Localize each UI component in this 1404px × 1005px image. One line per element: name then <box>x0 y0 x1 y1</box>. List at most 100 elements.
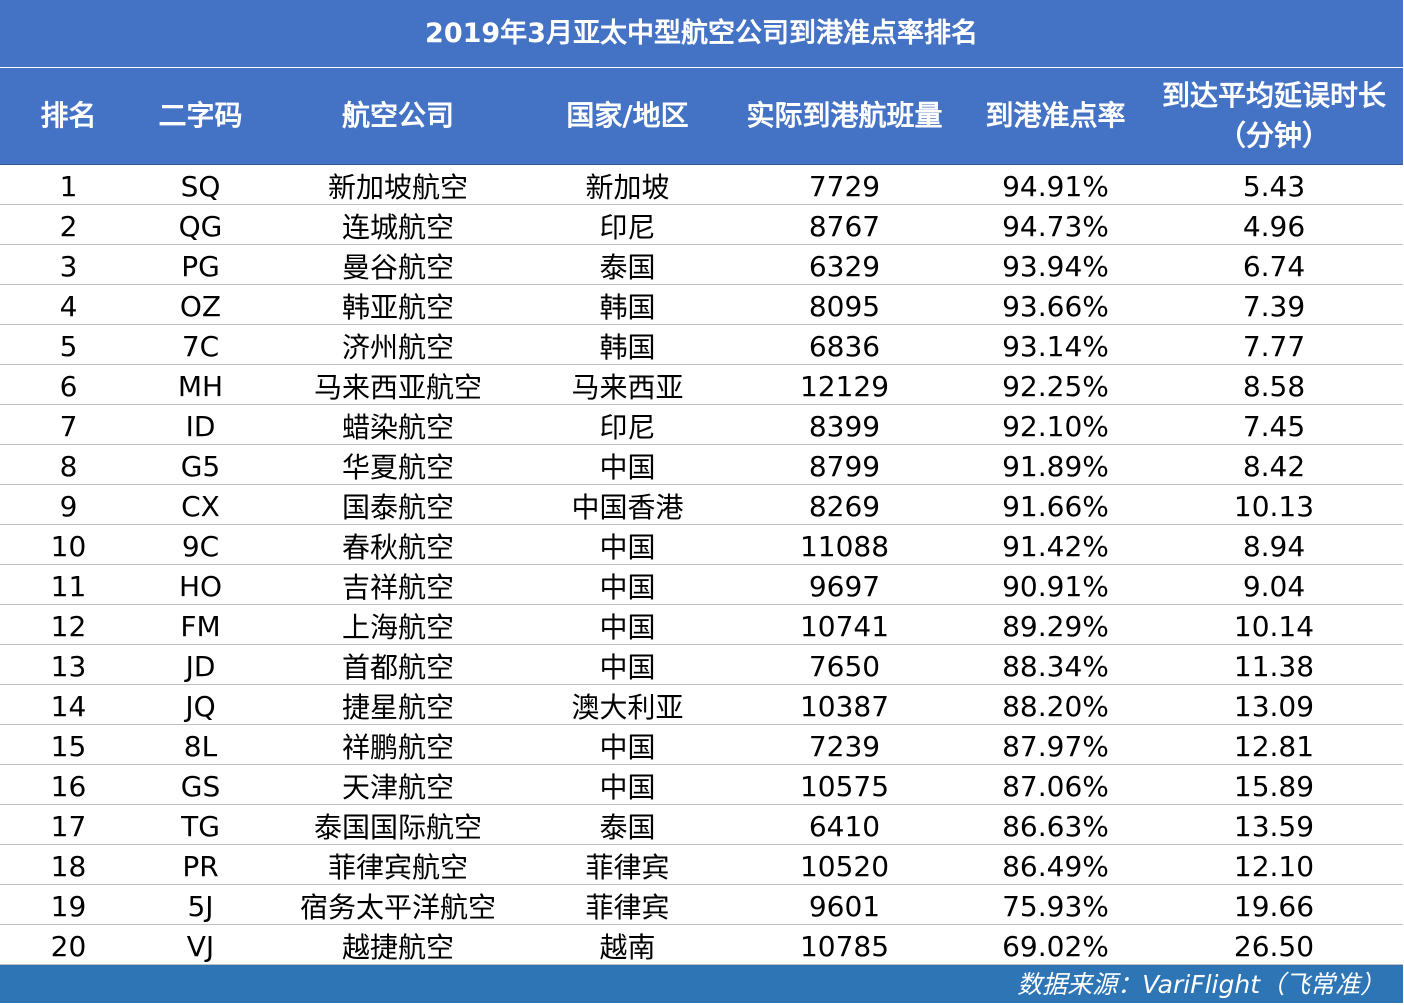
cell-airline: 吉祥航空 <box>341 571 454 604</box>
cell-flights: 6836 <box>808 329 881 363</box>
header-otp: 到港准点率 <box>985 99 1126 132</box>
cell-flights: 8095 <box>808 289 881 323</box>
cell-airline: 连城航空 <box>341 211 454 244</box>
cell-rank: 2 <box>59 209 78 243</box>
cell-flights: 8767 <box>808 209 881 243</box>
cell-airline: 春秋航空 <box>341 531 454 564</box>
cell-country: 韩国 <box>599 291 656 324</box>
cell-delay: 6.74 <box>1242 249 1306 283</box>
cell-airline: 蜡染航空 <box>341 411 454 444</box>
cell-code: 8L <box>183 729 218 763</box>
cell-airline: 曼谷航空 <box>341 251 454 284</box>
cell-airline: 济州航空 <box>341 331 454 364</box>
cell-country: 泰国 <box>599 811 656 844</box>
cell-delay: 12.81 <box>1233 729 1315 763</box>
cell-otp: 91.89% <box>1002 449 1109 483</box>
cell-rank: 18 <box>50 849 87 883</box>
cell-delay: 13.59 <box>1233 809 1315 843</box>
cell-flights: 6329 <box>808 249 881 283</box>
cell-delay: 8.94 <box>1242 529 1306 563</box>
cell-airline: 华夏航空 <box>341 451 454 484</box>
cell-delay: 10.13 <box>1233 489 1315 523</box>
header-country: 国家/地区 <box>566 99 689 132</box>
cell-flights: 9601 <box>808 889 881 923</box>
cell-flights: 10520 <box>799 849 890 883</box>
cell-flights: 10741 <box>799 609 890 643</box>
cell-code: GS <box>180 769 221 803</box>
cell-delay: 5.43 <box>1242 169 1306 203</box>
cell-rank: 6 <box>59 369 78 403</box>
cell-rank: 14 <box>50 689 87 723</box>
cell-code: SQ <box>180 169 221 203</box>
cell-otp: 93.66% <box>1002 289 1109 323</box>
cell-delay: 10.14 <box>1233 609 1315 643</box>
cell-flights: 11088 <box>799 529 890 563</box>
cell-airline: 新加坡航空 <box>327 171 468 204</box>
cell-country: 中国 <box>599 611 656 644</box>
cell-airline: 韩亚航空 <box>341 291 454 324</box>
cell-flights: 7729 <box>808 169 881 203</box>
cell-flights: 7650 <box>808 649 881 683</box>
cell-code: ID <box>185 409 216 443</box>
cell-country: 马来西亚 <box>571 371 684 404</box>
header-delay-line1: 到达平均延误时长 <box>1161 79 1386 112</box>
header-code: 二字码 <box>158 99 243 132</box>
cell-airline: 菲律宾航空 <box>327 851 468 884</box>
table-row: 8 G5 华夏航空 中国 8799 91.89% 8.42 <box>0 445 1403 485</box>
cell-rank: 12 <box>50 609 87 643</box>
cell-otp: 93.14% <box>1002 329 1109 363</box>
cell-code: CX <box>181 489 220 523</box>
cell-rank: 19 <box>50 889 87 923</box>
cell-country: 新加坡 <box>585 171 670 204</box>
table-row: 15 8L 祥鹏航空 中国 7239 87.97% 12.81 <box>0 725 1403 765</box>
table-title: 2019年3月亚太中型航空公司到港准点率排名 <box>0 0 1403 68</box>
cell-airline: 捷星航空 <box>341 691 454 724</box>
cell-country: 中国 <box>599 651 656 684</box>
cell-otp: 88.20% <box>1002 689 1109 723</box>
cell-country: 韩国 <box>599 331 656 364</box>
cell-otp: 87.97% <box>1002 729 1109 763</box>
cell-flights: 7239 <box>808 729 881 763</box>
cell-otp: 92.25% <box>1002 369 1109 403</box>
cell-otp: 86.49% <box>1002 849 1109 883</box>
cell-otp: 91.66% <box>1002 489 1109 523</box>
cell-rank: 7 <box>59 409 78 443</box>
table-row: 7 ID 蜡染航空 印尼 8399 92.10% 7.45 <box>0 405 1403 445</box>
cell-code: PR <box>182 849 219 883</box>
cell-delay: 19.66 <box>1233 889 1315 923</box>
table-row: 17 TG 泰国国际航空 泰国 6410 86.63% 13.59 <box>0 805 1403 845</box>
cell-code: MH <box>177 369 224 403</box>
table-row: 20 VJ 越捷航空 越南 10785 69.02% 26.50 <box>0 925 1403 965</box>
data-source-footer: 数据来源：VariFlight（飞常准） <box>0 965 1403 1003</box>
cell-flights: 12129 <box>799 369 890 403</box>
cell-rank: 20 <box>50 929 87 963</box>
header-delay-line2: （分钟） <box>1217 119 1330 152</box>
cell-code: JQ <box>185 689 216 723</box>
cell-otp: 69.02% <box>1002 929 1109 963</box>
cell-rank: 13 <box>50 649 87 683</box>
cell-flights: 10387 <box>799 689 890 723</box>
cell-flights: 6410 <box>808 809 881 843</box>
cell-country: 澳大利亚 <box>571 691 684 724</box>
cell-rank: 5 <box>59 329 78 363</box>
cell-otp: 86.63% <box>1002 809 1109 843</box>
cell-rank: 3 <box>59 249 78 283</box>
cell-flights: 8269 <box>808 489 881 523</box>
cell-rank: 11 <box>50 569 87 603</box>
table-row: 10 9C 春秋航空 中国 11088 91.42% 8.94 <box>0 525 1403 565</box>
cell-airline: 天津航空 <box>341 771 454 804</box>
cell-country: 菲律宾 <box>585 851 670 884</box>
cell-code: PG <box>181 249 220 283</box>
cell-delay: 15.89 <box>1233 769 1315 803</box>
cell-otp: 90.91% <box>1002 569 1109 603</box>
cell-code: 9C <box>181 529 220 563</box>
cell-delay: 7.77 <box>1242 329 1306 363</box>
cell-country: 中国 <box>599 571 656 604</box>
header-rank: 排名 <box>40 99 97 132</box>
cell-flights: 10575 <box>799 769 890 803</box>
cell-code: JD <box>185 649 216 683</box>
table-row: 18 PR 菲律宾航空 菲律宾 10520 86.49% 12.10 <box>0 845 1403 885</box>
cell-country: 中国 <box>599 451 656 484</box>
table-row: 3 PG 曼谷航空 泰国 6329 93.94% 6.74 <box>0 245 1403 285</box>
